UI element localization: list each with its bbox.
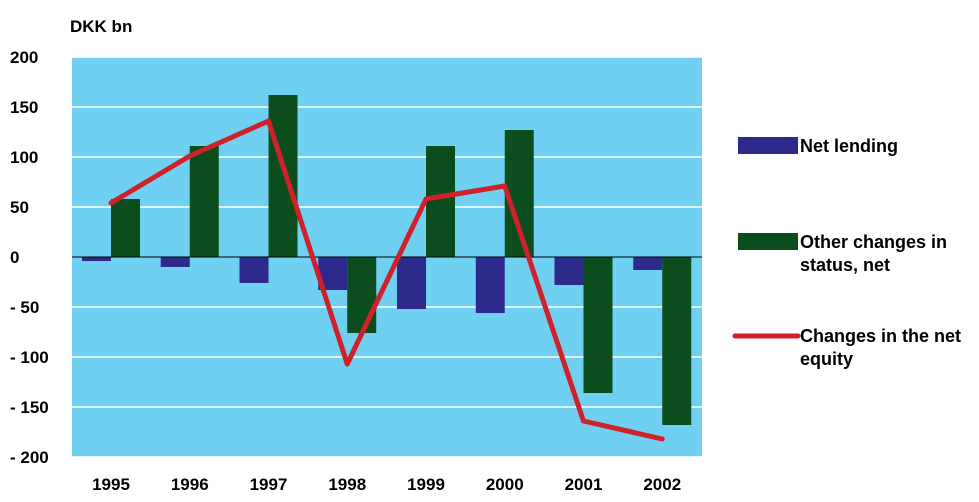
y-tick-label: 150 (10, 98, 38, 117)
y-tick-label: - 100 (10, 348, 49, 367)
legend-label: Other changes in (800, 232, 947, 252)
line-point-1998 (344, 361, 350, 367)
bar-other-changes-in-status-net-1996 (189, 146, 219, 257)
x-tick-labels: 1995 1996 1997 1998 1999 2000 2001 2002 (92, 475, 681, 494)
legend-label: Net lending (800, 136, 898, 156)
legend-swatch (738, 233, 798, 250)
y-tick-label: 50 (10, 198, 29, 217)
line-point-1997 (266, 118, 271, 124)
y-tick-label: - 150 (10, 398, 49, 417)
legend-label: status, net (800, 255, 890, 275)
x-tick-label: 1998 (328, 475, 366, 494)
y-axis-unit: DKK bn (70, 17, 132, 36)
y-tick-labels: 200 150 100 50 0 - 50 - 100 - 150 - 200 (10, 48, 49, 467)
bars (82, 95, 692, 425)
y-tick-label: - 50 (10, 298, 39, 317)
bar-net-lending-1995 (82, 257, 111, 261)
x-tick-label: 1995 (92, 475, 130, 494)
line-changes-in-net-equity (109, 118, 663, 442)
bar-net-lending-2002 (633, 257, 663, 270)
bar-net-lending-2001 (554, 257, 584, 285)
y-tick-label: 0 (10, 248, 19, 267)
y-tick-label: 200 (10, 48, 38, 67)
line-point-1995 (108, 200, 114, 206)
bar-other-changes-in-status-net-1997 (268, 95, 298, 257)
x-tick-label: 2002 (643, 475, 681, 494)
bar-net-lending-1996 (160, 257, 190, 267)
legend-label: equity (800, 349, 853, 369)
bar-other-changes-in-status-net-1999 (426, 146, 455, 257)
line-point-1999 (423, 196, 429, 202)
line-point-2000 (502, 183, 508, 189)
x-tick-label: 2001 (565, 475, 603, 494)
legend-label: Changes in the net (800, 326, 961, 346)
bar-other-changes-in-status-net-1995 (111, 199, 140, 257)
y-tick-label: - 200 (10, 448, 49, 467)
line-point-2001 (581, 418, 586, 424)
x-tick-label: 1999 (407, 475, 445, 494)
x-tick-label: 1997 (250, 475, 288, 494)
bar-net-lending-1999 (397, 257, 426, 309)
bar-other-changes-in-status-net-2002 (662, 257, 692, 425)
legend-swatch (738, 137, 798, 154)
y-tick-label: 100 (10, 148, 38, 167)
x-tick-label: 2000 (486, 475, 524, 494)
line-point-1996 (187, 153, 193, 159)
bar-net-lending-1997 (239, 257, 269, 283)
bar-net-lending-2000 (475, 257, 505, 313)
gridlines (72, 56, 702, 458)
bar-other-changes-in-status-net-2001 (583, 257, 613, 393)
bar-other-changes-in-status-net-1998 (347, 257, 377, 333)
line-point-2002 (659, 436, 665, 442)
line-series (108, 118, 665, 442)
legend: Net lending Other changes in status, net Ch… (732, 136, 961, 369)
x-tick-label: 1996 (171, 475, 209, 494)
